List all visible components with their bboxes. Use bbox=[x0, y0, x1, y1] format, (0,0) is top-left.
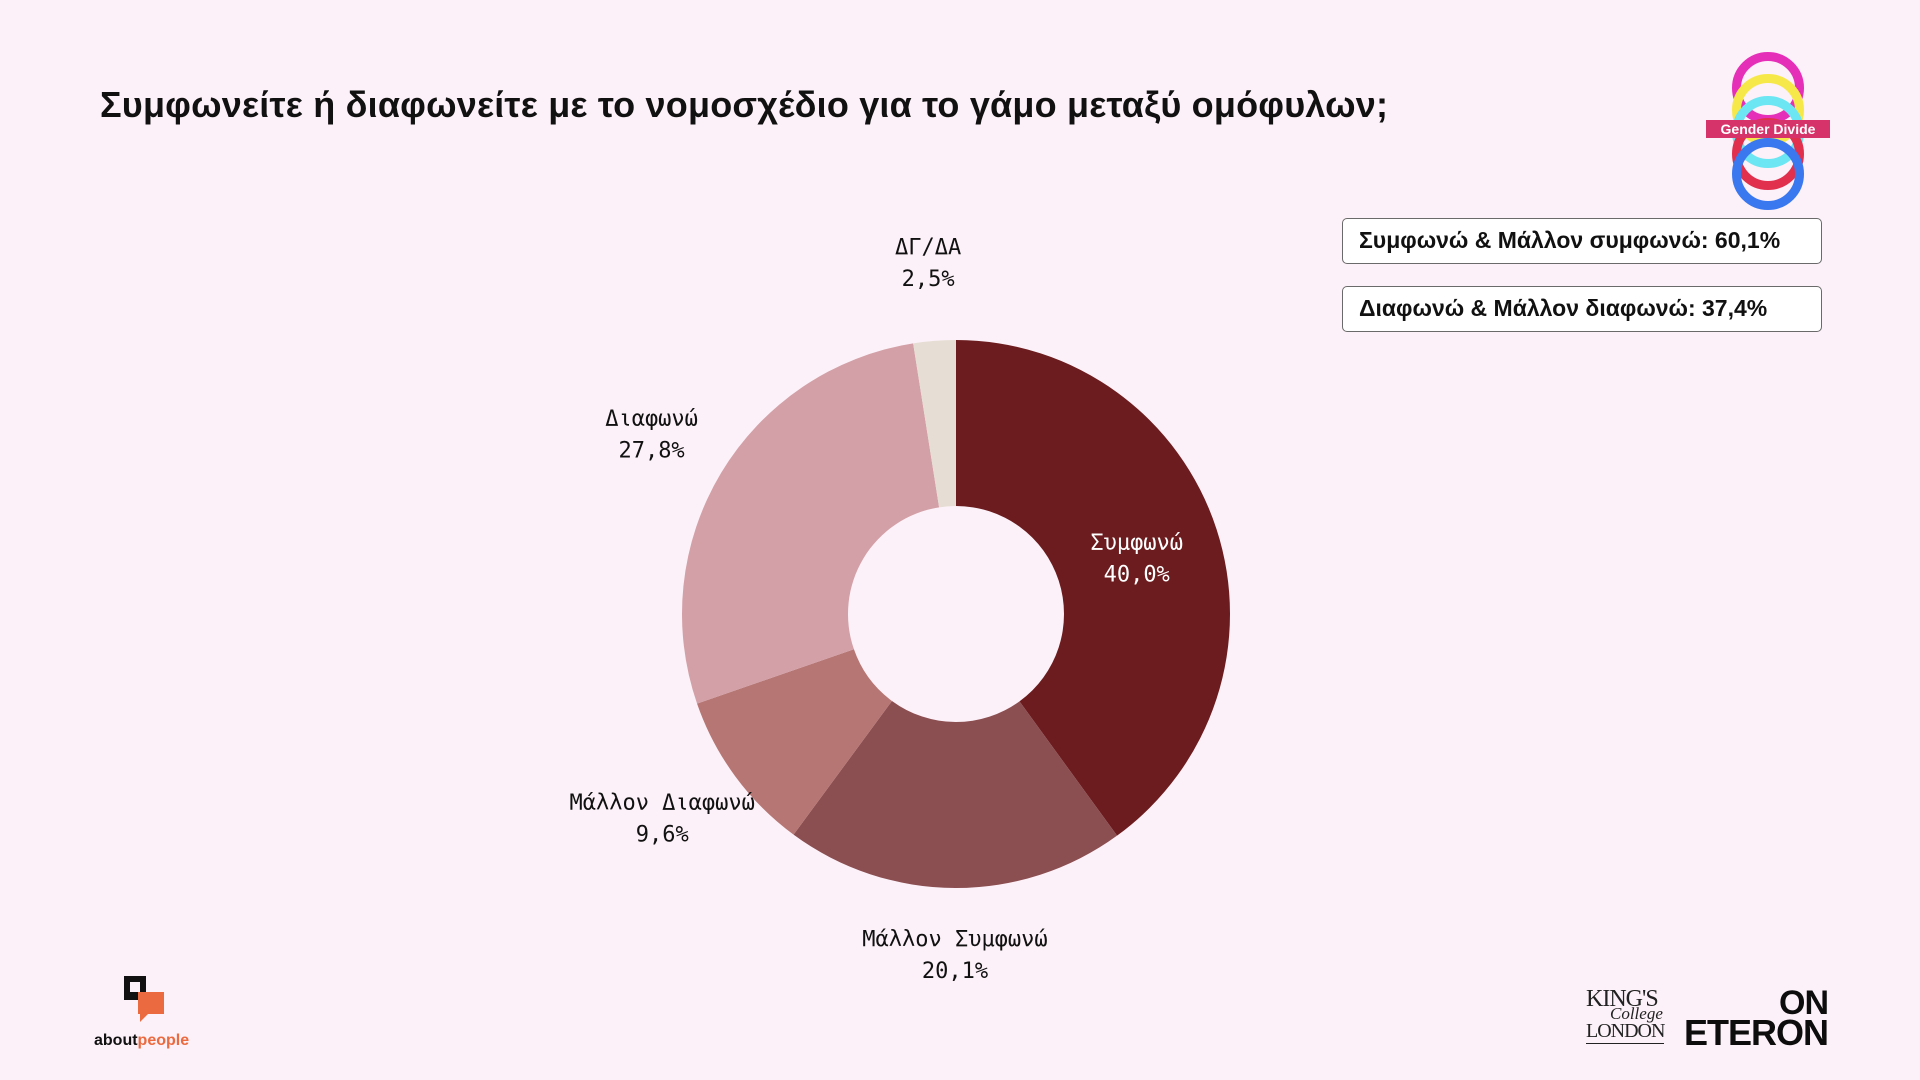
gender-divide-logo: Gender Divide bbox=[1698, 50, 1834, 212]
slice-label: Συμφωνώ bbox=[1090, 530, 1183, 555]
kings-line3: LONDON bbox=[1586, 1020, 1665, 1044]
donut-slice bbox=[913, 340, 956, 508]
slice-label: Διαφωνώ bbox=[605, 406, 698, 431]
aboutpeople-mark-bubble bbox=[138, 992, 164, 1014]
aboutpeople-logo: aboutpeople bbox=[94, 974, 204, 1054]
slice-label: Μάλλον Συμφωνώ bbox=[862, 927, 1047, 952]
slice-value-label: 9,6% bbox=[636, 823, 689, 848]
logo-ring-blue bbox=[1732, 138, 1804, 210]
slice-value-label: 2,5% bbox=[902, 267, 955, 292]
eteron-logo: ON ETERON bbox=[1682, 984, 1829, 1053]
chart-title: Συμφωνείτε ή διαφωνείτε με το νομοσχέδιο… bbox=[100, 84, 1389, 125]
eteron-line1: ON bbox=[1779, 984, 1829, 1022]
slice-value-label: 27,8% bbox=[618, 438, 684, 463]
kings-college-london-logo: KING'S College LONDON bbox=[1586, 986, 1676, 1044]
kings-line2: College bbox=[1610, 1004, 1663, 1023]
donut-slice bbox=[697, 649, 892, 835]
eteron-line2: ETERON bbox=[1683, 1012, 1829, 1053]
kings-line1: KING'S bbox=[1586, 986, 1659, 1012]
gender-divide-banner: Gender Divide bbox=[1706, 120, 1830, 138]
aboutpeople-mark-tail bbox=[140, 1014, 148, 1022]
summary-disagree-box: Διαφωνώ & Μάλλον διαφωνώ: 37,4% bbox=[1342, 286, 1822, 332]
donut-slice bbox=[682, 343, 940, 704]
donut-slice bbox=[956, 340, 1230, 836]
aboutpeople-wordmark: aboutpeople bbox=[94, 1032, 189, 1050]
slice-label: ΔΓ/ΔΑ bbox=[895, 235, 961, 260]
slice-value-label: 20,1% bbox=[922, 959, 988, 984]
aboutpeople-wordmark-people: people bbox=[137, 1032, 190, 1049]
slice-value-label: 40,0% bbox=[1104, 562, 1170, 587]
summary-agree-box: Συμφωνώ & Μάλλον συμφωνώ: 60,1% bbox=[1342, 218, 1822, 264]
donut-slice bbox=[793, 700, 1118, 888]
aboutpeople-wordmark-about: about bbox=[94, 1032, 138, 1049]
slice-label: Μάλλον Διαφωνώ bbox=[569, 791, 754, 816]
